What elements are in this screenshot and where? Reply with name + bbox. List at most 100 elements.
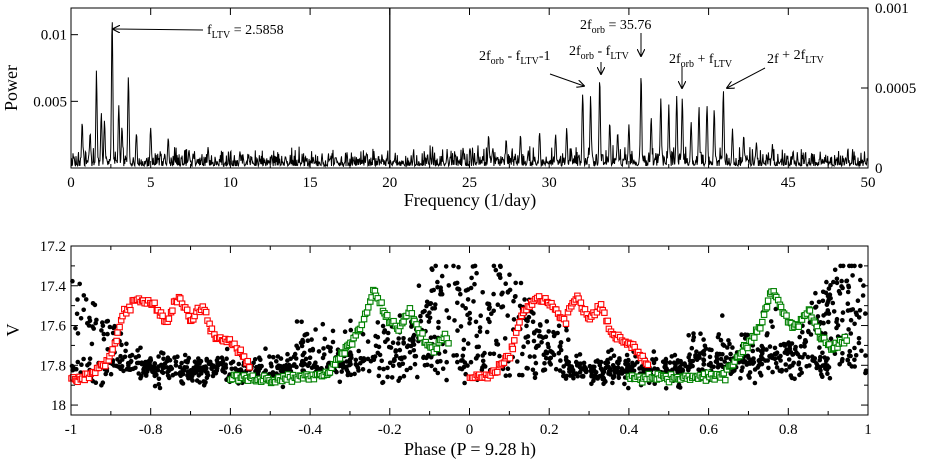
black-point xyxy=(798,344,804,349)
black-point xyxy=(342,329,348,335)
black-point xyxy=(313,364,318,370)
black-point xyxy=(426,319,432,324)
red-point xyxy=(516,319,523,326)
black-point xyxy=(224,356,229,362)
black-point xyxy=(353,357,359,363)
red-point xyxy=(202,308,210,316)
black-point xyxy=(463,306,469,311)
black-point xyxy=(299,343,305,349)
black-point xyxy=(630,363,636,369)
black-point xyxy=(616,371,621,377)
black-point xyxy=(190,378,195,383)
black-point xyxy=(182,352,188,358)
black-point xyxy=(601,369,607,375)
black-point xyxy=(328,345,333,351)
black-point xyxy=(348,352,354,358)
black-point xyxy=(495,342,501,347)
black-point xyxy=(69,363,75,369)
black-point xyxy=(104,319,109,324)
black-point xyxy=(172,355,177,360)
black-point xyxy=(177,370,183,375)
black-point xyxy=(759,353,764,359)
black-point xyxy=(714,356,720,362)
black-point xyxy=(397,347,403,353)
black-point xyxy=(608,368,614,373)
black-point xyxy=(543,355,549,361)
periodogram-xtick-label: 20 xyxy=(382,175,397,191)
black-point xyxy=(523,335,528,340)
black-point xyxy=(393,349,398,354)
black-point xyxy=(408,365,413,371)
black-point xyxy=(701,352,707,357)
black-point xyxy=(845,308,851,313)
green-point xyxy=(363,309,371,316)
annotation-forb: 2forb = 35.76 xyxy=(580,18,651,36)
black-point xyxy=(377,352,383,358)
black-point xyxy=(428,335,434,341)
black-point xyxy=(823,358,829,364)
black-point xyxy=(431,287,437,293)
black-point xyxy=(846,284,852,290)
black-point xyxy=(401,373,407,379)
black-point xyxy=(663,386,669,391)
black-point xyxy=(831,309,837,314)
phase-frame xyxy=(70,245,869,416)
black-point xyxy=(520,351,525,357)
black-point xyxy=(435,279,440,285)
black-point xyxy=(511,298,516,304)
red-point xyxy=(159,312,166,320)
annotation-subscript: LTV xyxy=(520,56,539,67)
black-point xyxy=(228,361,234,366)
annotation-subscript: LTV xyxy=(212,30,231,41)
black-point xyxy=(720,342,726,347)
periodogram-y2tick-label: 0.001 xyxy=(875,1,909,17)
black-point xyxy=(87,356,93,362)
black-point xyxy=(786,357,792,362)
black-point xyxy=(764,347,769,352)
black-point xyxy=(401,336,406,341)
red-point xyxy=(177,295,184,302)
black-point xyxy=(500,304,506,309)
black-point xyxy=(491,351,497,357)
red-point xyxy=(151,299,158,307)
phase-panel: -1 -0.8 -0.6 -0.4 -0.2 0 0.2 0.4 0.6 0.8 1 17.2 17.4… xyxy=(3,239,872,460)
black-point xyxy=(803,338,808,343)
black-point xyxy=(185,360,190,365)
black-point xyxy=(686,333,691,338)
black-point xyxy=(465,297,471,302)
black-point xyxy=(860,293,866,298)
black-point xyxy=(557,368,563,373)
red-point xyxy=(240,353,248,360)
black-point xyxy=(845,301,851,307)
green-point xyxy=(358,321,366,329)
black-point xyxy=(462,360,468,365)
periodogram-ytick-label: 0.005 xyxy=(33,94,67,110)
black-point xyxy=(608,372,613,377)
black-point xyxy=(330,339,336,345)
phase-xtick-label: 0.6 xyxy=(699,422,718,438)
black-point xyxy=(394,353,399,359)
black-point xyxy=(566,337,571,343)
black-point xyxy=(348,362,353,367)
black-point xyxy=(616,375,622,381)
black-point xyxy=(194,378,200,383)
black-point xyxy=(513,280,518,286)
black-point xyxy=(440,366,446,372)
black-point xyxy=(263,368,269,373)
black-point xyxy=(275,365,280,371)
red-point xyxy=(246,364,253,371)
black-point xyxy=(358,356,364,361)
black-point xyxy=(150,369,155,375)
black-point xyxy=(553,366,559,372)
black-point xyxy=(580,373,586,379)
green-point xyxy=(433,345,441,353)
black-point xyxy=(796,360,802,366)
black-point xyxy=(407,350,413,355)
black-point xyxy=(446,283,452,288)
black-point xyxy=(196,356,201,361)
black-point xyxy=(415,374,420,380)
black-point xyxy=(770,324,775,330)
black-point xyxy=(138,375,143,381)
black-point xyxy=(263,346,268,352)
black-point xyxy=(603,360,609,366)
